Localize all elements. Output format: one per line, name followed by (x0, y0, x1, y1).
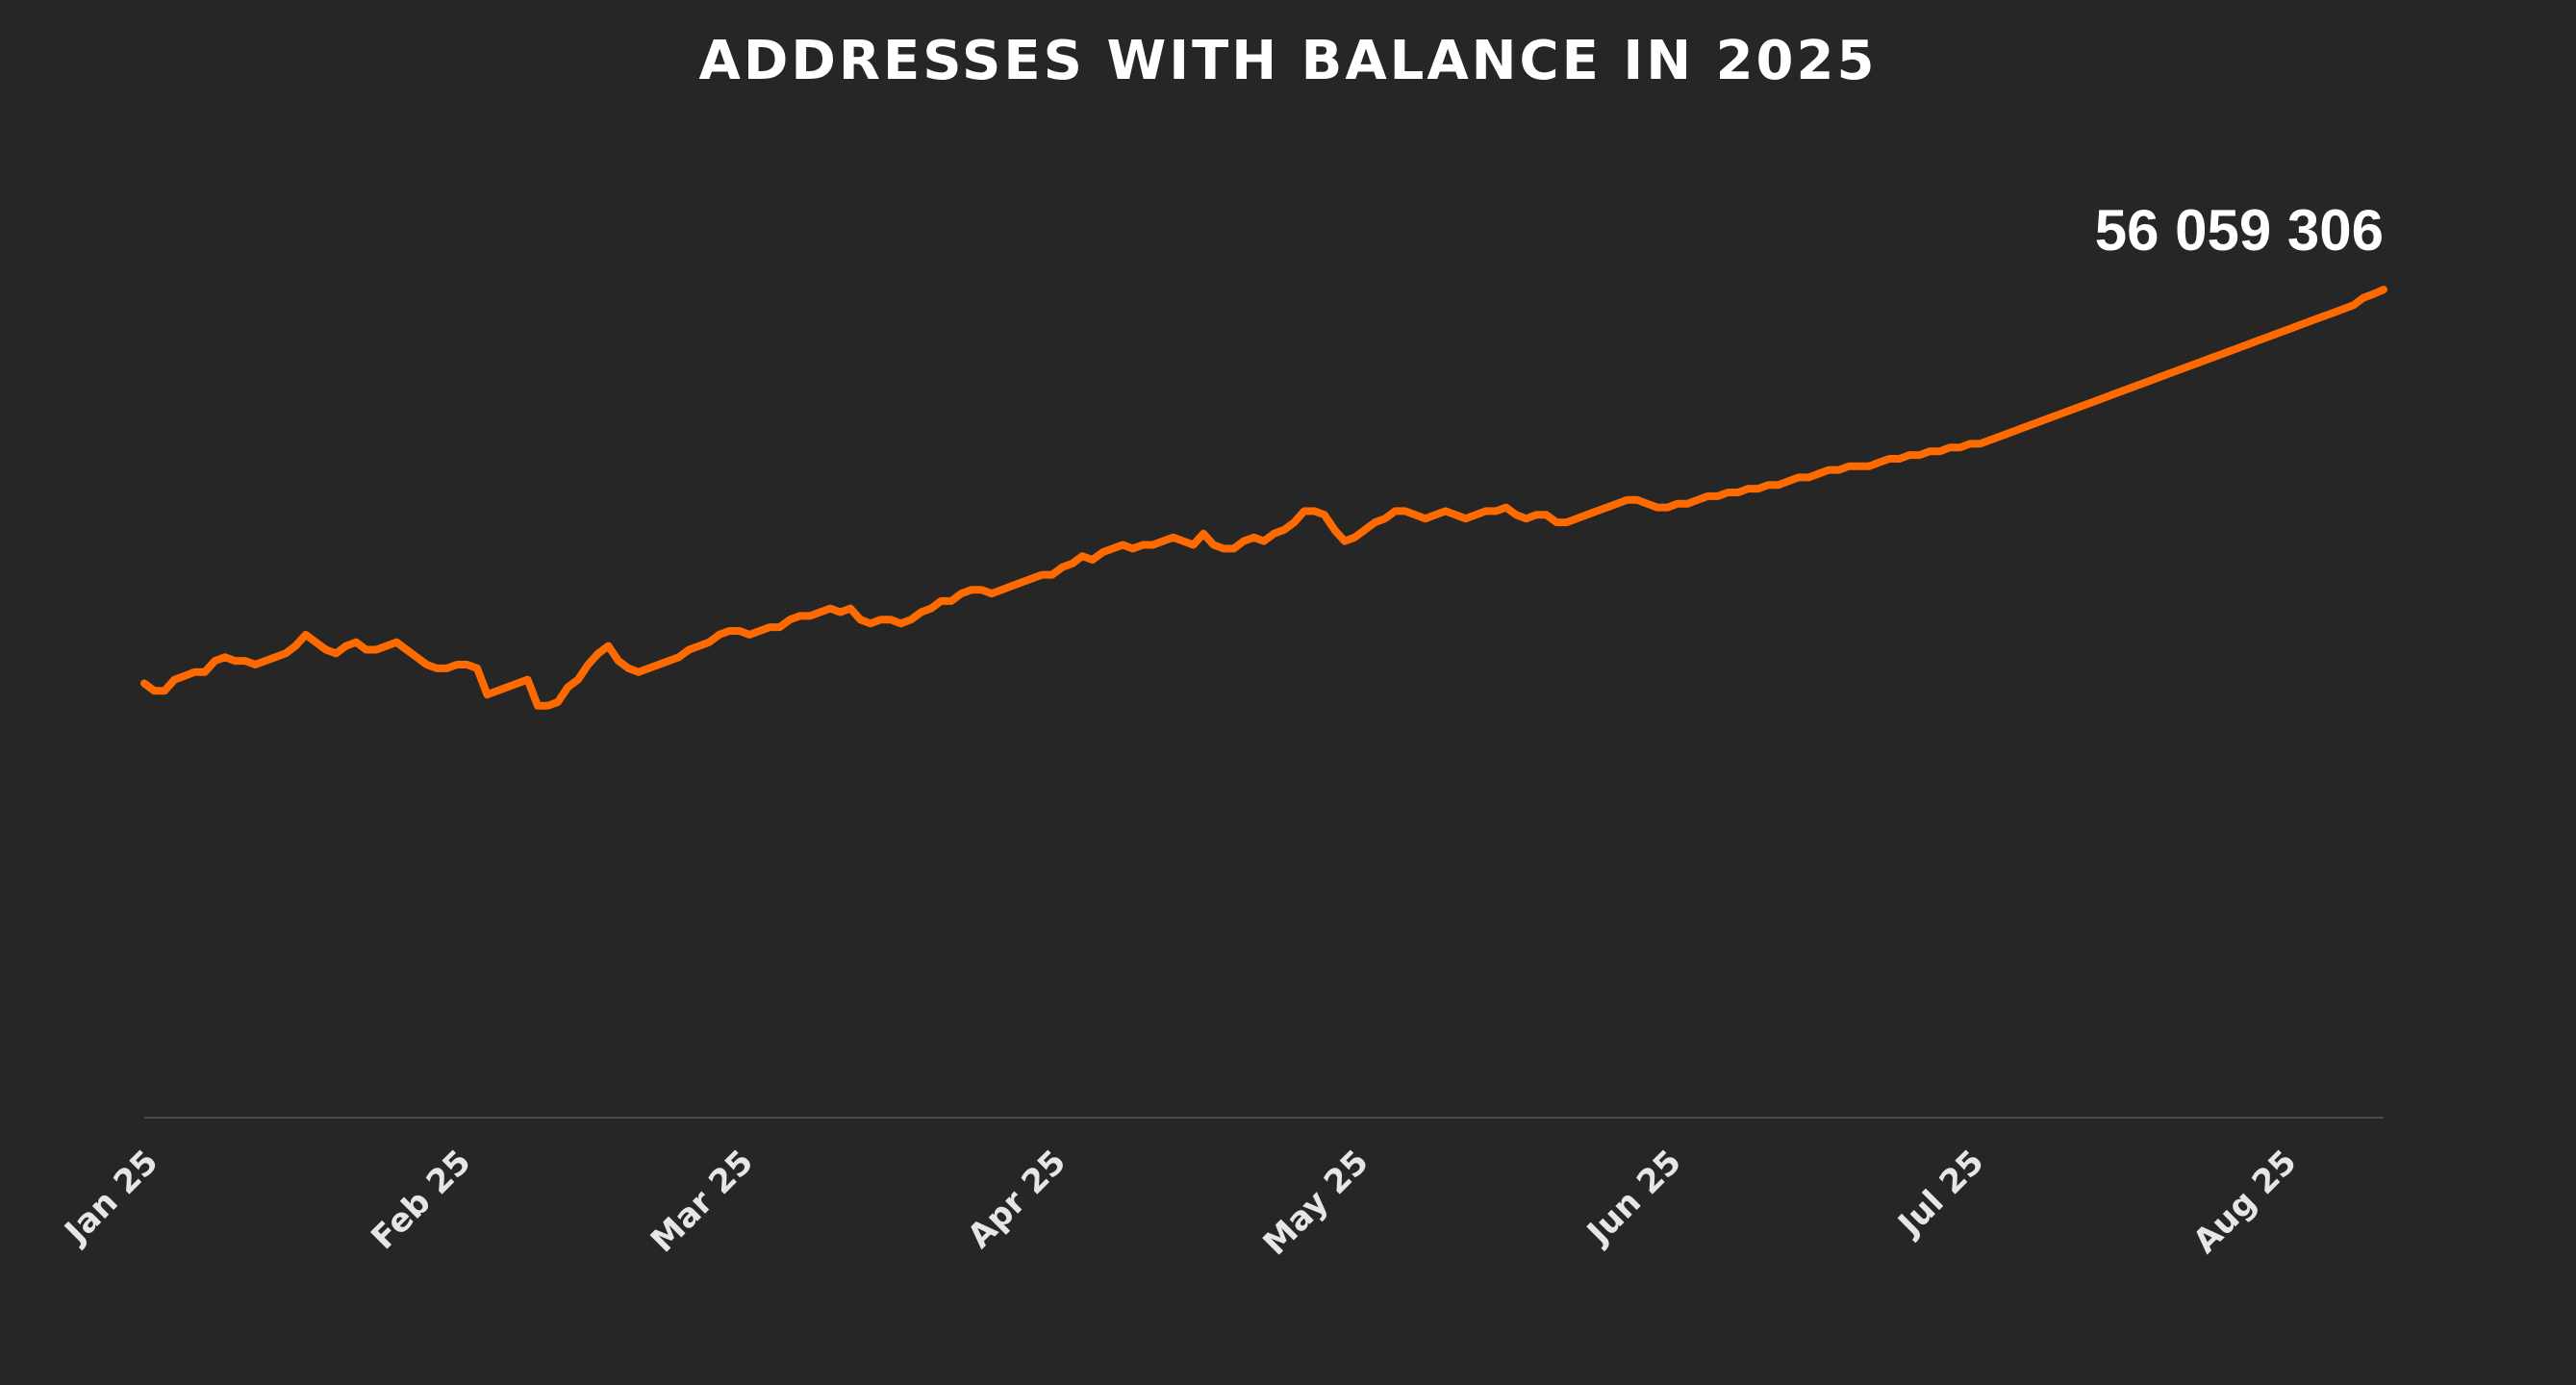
x-tick-label: Jul 25 (1890, 1143, 1992, 1245)
x-tick-label: Aug 25 (2185, 1143, 2304, 1261)
x-tick-label: May 25 (1256, 1143, 1376, 1263)
x-tick-label: Mar 25 (644, 1143, 761, 1260)
x-tick-label: Feb 25 (364, 1143, 478, 1257)
x-tick-label: Apr 25 (960, 1143, 1073, 1256)
x-tick-label: Jan 25 (57, 1143, 166, 1252)
x-tick-label: Jun 25 (1578, 1143, 1689, 1253)
chart-title: ADDRESSES WITH BALANCE IN 2025 (699, 30, 1878, 92)
x-tick-labels: Jan 25 Feb 25 Mar 25 Apr 25 May 25 Jun 25 Jul … (57, 1143, 2305, 1263)
series-line (140, 286, 2387, 710)
last-value-label: 56 059 306 (2095, 198, 2384, 263)
